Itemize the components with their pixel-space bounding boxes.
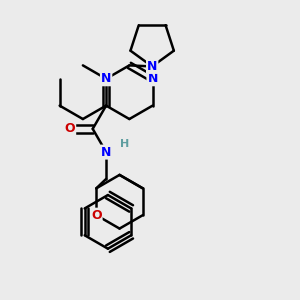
Text: N: N (101, 146, 111, 159)
Text: H: H (120, 139, 130, 149)
Text: O: O (64, 122, 75, 135)
Text: N: N (147, 60, 158, 73)
Text: N: N (101, 72, 111, 85)
Text: O: O (91, 209, 102, 222)
Text: N: N (147, 72, 158, 85)
